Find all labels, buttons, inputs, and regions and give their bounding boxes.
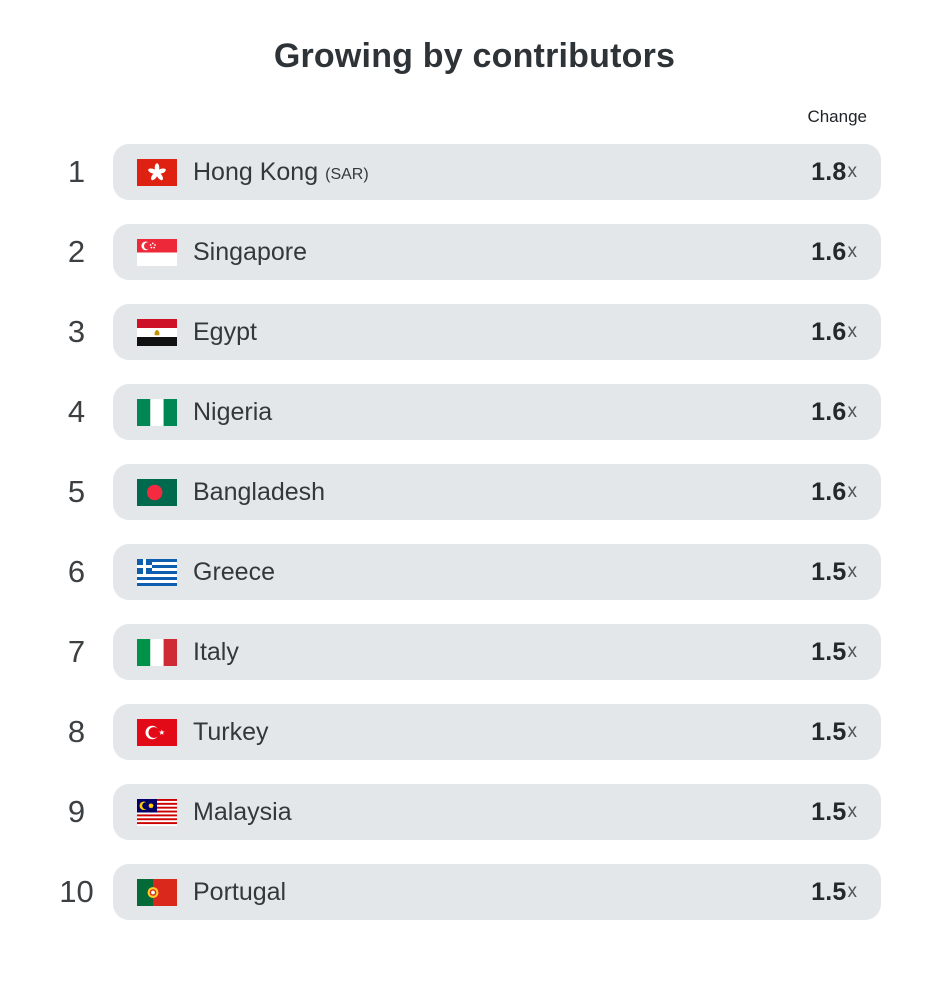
country-card: Malaysia 1.5 x — [113, 784, 881, 840]
list-item: 3 Egypt 1.6 x — [40, 304, 881, 360]
rank-number: 5 — [67, 474, 86, 509]
country-name: Bangladesh — [193, 477, 326, 506]
portugal-flag-icon — [137, 878, 177, 906]
list-item: 9 Ma — [40, 784, 881, 840]
country-name: Turkey — [193, 717, 269, 746]
country-name: Greece — [193, 557, 275, 586]
country-name: Portugal — [193, 877, 287, 906]
change-suffix: x — [847, 481, 858, 502]
country-card: Turkey 1.5 x — [113, 704, 881, 760]
country-card: Hong Kong (SAR) 1.8 x — [113, 144, 881, 200]
list-item: 2 Singapore 1.6 x — [40, 224, 881, 280]
change-value: 1.6 — [811, 237, 847, 266]
greece-flag-icon — [137, 558, 177, 586]
list-item: 5 Bangladesh 1.6 x — [40, 464, 881, 520]
list-item: 4 Nigeria 1.6 x — [40, 384, 881, 440]
list-item: 8 Turkey 1.5 x — [40, 704, 881, 760]
list-item: 1 Hong Kong (SAR) 1.8 x — [40, 144, 881, 200]
country-note: (SAR) — [325, 165, 369, 183]
ranking-list: Change 1 Hong Kong (SAR) 1.8 x 2 — [40, 106, 881, 920]
change-value: 1.5 — [811, 877, 847, 906]
rank-number: 9 — [67, 794, 86, 829]
rank-number: 7 — [67, 634, 86, 669]
country-card: Portugal 1.5 x — [113, 864, 881, 920]
country-name: Nigeria — [193, 397, 273, 426]
nigeria-flag-icon — [137, 398, 177, 426]
change-suffix: x — [847, 641, 858, 662]
country-name: Egypt — [193, 317, 257, 346]
country-card: Singapore 1.6 x — [113, 224, 881, 280]
page-title: Growing by contributors — [273, 37, 676, 75]
bangladesh-flag-icon — [137, 478, 177, 506]
rank-number: 1 — [67, 154, 86, 189]
rank-number: 6 — [67, 554, 86, 589]
list-item: 7 Italy 1.5 x — [40, 624, 881, 680]
change-value: 1.6 — [811, 317, 847, 346]
country-card: Egypt 1.6 x — [113, 304, 881, 360]
singapore-flag-icon — [137, 238, 177, 266]
change-suffix: x — [847, 241, 858, 262]
country-name: Italy — [193, 637, 239, 666]
egypt-flag-icon — [137, 318, 177, 346]
hong-kong-flag-icon — [137, 158, 177, 186]
rank-number: 2 — [67, 234, 86, 269]
change-value: 1.5 — [811, 557, 847, 586]
country-card: Greece 1.5 x — [113, 544, 881, 600]
change-column-header: Change — [807, 107, 867, 126]
country-name: Singapore — [193, 237, 307, 266]
change-suffix: x — [847, 801, 858, 822]
rank-number: 8 — [67, 714, 86, 749]
country-name: Hong Kong — [193, 157, 319, 186]
change-value: 1.6 — [811, 397, 847, 426]
country-card: Bangladesh 1.6 x — [113, 464, 881, 520]
change-value: 1.5 — [811, 717, 847, 746]
rank-number: 3 — [67, 314, 86, 349]
italy-flag-icon — [137, 638, 177, 666]
country-card: Italy 1.5 x — [113, 624, 881, 680]
change-suffix: x — [847, 721, 858, 742]
turkey-flag-icon — [137, 718, 177, 746]
change-suffix: x — [847, 561, 858, 582]
malaysia-flag-icon — [137, 798, 177, 826]
change-value: 1.5 — [811, 797, 847, 826]
list-item: 10 Portugal 1.5 x — [40, 864, 881, 920]
change-value: 1.5 — [811, 637, 847, 666]
country-name: Malaysia — [193, 797, 292, 826]
change-suffix: x — [847, 321, 858, 342]
rank-number: 10 — [59, 874, 94, 909]
change-suffix: x — [847, 881, 858, 902]
change-value: 1.8 — [811, 157, 847, 186]
rank-number: 4 — [67, 394, 86, 429]
country-card: Nigeria 1.6 x — [113, 384, 881, 440]
change-suffix: x — [847, 401, 858, 422]
change-suffix: x — [847, 161, 858, 182]
list-item: 6 Greece 1.5 x — [40, 544, 881, 600]
change-value: 1.6 — [811, 477, 847, 506]
